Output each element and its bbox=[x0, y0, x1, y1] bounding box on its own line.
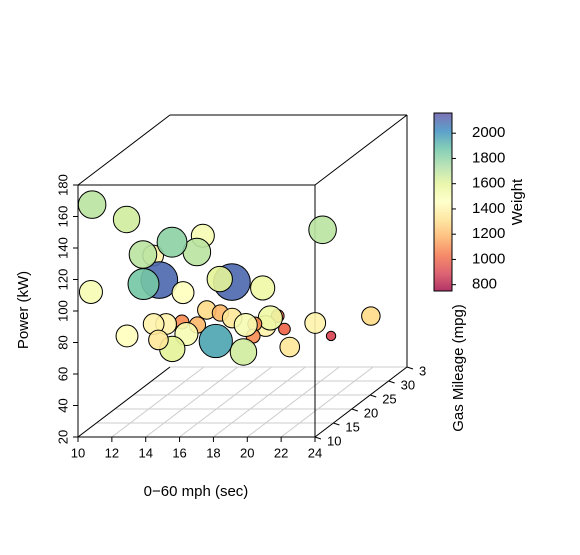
grid-line bbox=[145, 366, 239, 438]
colorbar-tick-label: 1800 bbox=[472, 149, 505, 166]
colorbar-tick-label: 1000 bbox=[472, 250, 505, 267]
point bbox=[250, 275, 276, 301]
x-tick-label: 10 bbox=[71, 445, 85, 460]
point bbox=[233, 312, 258, 337]
x-axis-label: 0−60 mph (sec) bbox=[144, 483, 249, 500]
x-tick-label: 18 bbox=[206, 445, 220, 460]
x-tick-label: 24 bbox=[308, 445, 322, 460]
point bbox=[278, 322, 291, 336]
point bbox=[308, 215, 337, 245]
y-tick bbox=[314, 436, 322, 440]
colorbar-tick-label: 800 bbox=[472, 276, 497, 293]
point bbox=[325, 330, 337, 342]
box-edge bbox=[314, 114, 408, 186]
box-edge bbox=[77, 366, 171, 438]
y-tick bbox=[351, 408, 358, 412]
grid-line bbox=[280, 366, 374, 438]
box-edge bbox=[77, 114, 171, 186]
colorbar-tick-label: 1400 bbox=[472, 200, 505, 217]
z-tick-label: 160 bbox=[55, 206, 70, 228]
colorbar-label: Weight bbox=[509, 178, 526, 225]
point bbox=[229, 338, 258, 366]
z-tick-label: 180 bbox=[55, 174, 70, 196]
point bbox=[279, 336, 301, 358]
point bbox=[206, 265, 233, 293]
y-tick-label: 10 bbox=[327, 433, 341, 448]
z-tick-label: 60 bbox=[55, 367, 70, 381]
point bbox=[304, 312, 327, 334]
x-tick-label: 22 bbox=[274, 445, 288, 460]
y-tick bbox=[333, 422, 340, 426]
grid-line bbox=[111, 366, 205, 438]
point bbox=[198, 323, 233, 359]
colorbar-tick-label: 1600 bbox=[472, 175, 505, 192]
x-tick-label: 12 bbox=[105, 445, 119, 460]
point bbox=[171, 281, 195, 305]
colorbar-tick-label: 1200 bbox=[472, 225, 505, 242]
y-tick-label: 15 bbox=[345, 419, 359, 434]
y-tick-label: 3 bbox=[419, 363, 426, 378]
point bbox=[112, 205, 141, 234]
point bbox=[127, 268, 160, 301]
grid-line bbox=[246, 366, 340, 438]
z-tick-label: 40 bbox=[55, 398, 70, 412]
z-tick-label: 100 bbox=[55, 300, 70, 322]
x-tick-label: 16 bbox=[172, 445, 186, 460]
y-tick-label: 25 bbox=[382, 391, 396, 406]
point bbox=[77, 190, 107, 219]
point bbox=[115, 324, 139, 348]
colorbar bbox=[433, 112, 453, 292]
grid-line bbox=[179, 366, 272, 438]
y-tick bbox=[370, 394, 377, 398]
point bbox=[156, 226, 188, 258]
z-tick-label: 20 bbox=[55, 430, 70, 444]
z-tick-label: 140 bbox=[55, 237, 70, 259]
y-tick bbox=[406, 366, 414, 370]
z-axis-label: Power (kW) bbox=[15, 271, 32, 349]
x-tick-label: 14 bbox=[138, 445, 152, 460]
z-tick-label: 80 bbox=[55, 335, 70, 349]
y-axis-label: Gas Mileage (mpg) bbox=[450, 304, 467, 432]
z-tick-label: 120 bbox=[55, 269, 70, 291]
box-edge bbox=[314, 366, 408, 438]
x-tick-label: 20 bbox=[240, 445, 254, 460]
point bbox=[148, 329, 169, 351]
point bbox=[128, 240, 158, 269]
point bbox=[257, 305, 283, 331]
grid-line bbox=[213, 366, 306, 438]
colorbar-tick-label: 2000 bbox=[472, 124, 505, 141]
y-tick-label: 20 bbox=[364, 405, 378, 420]
y-tick-label: 30 bbox=[401, 377, 415, 392]
point bbox=[78, 280, 103, 305]
point bbox=[361, 306, 381, 326]
y-tick bbox=[388, 380, 395, 384]
